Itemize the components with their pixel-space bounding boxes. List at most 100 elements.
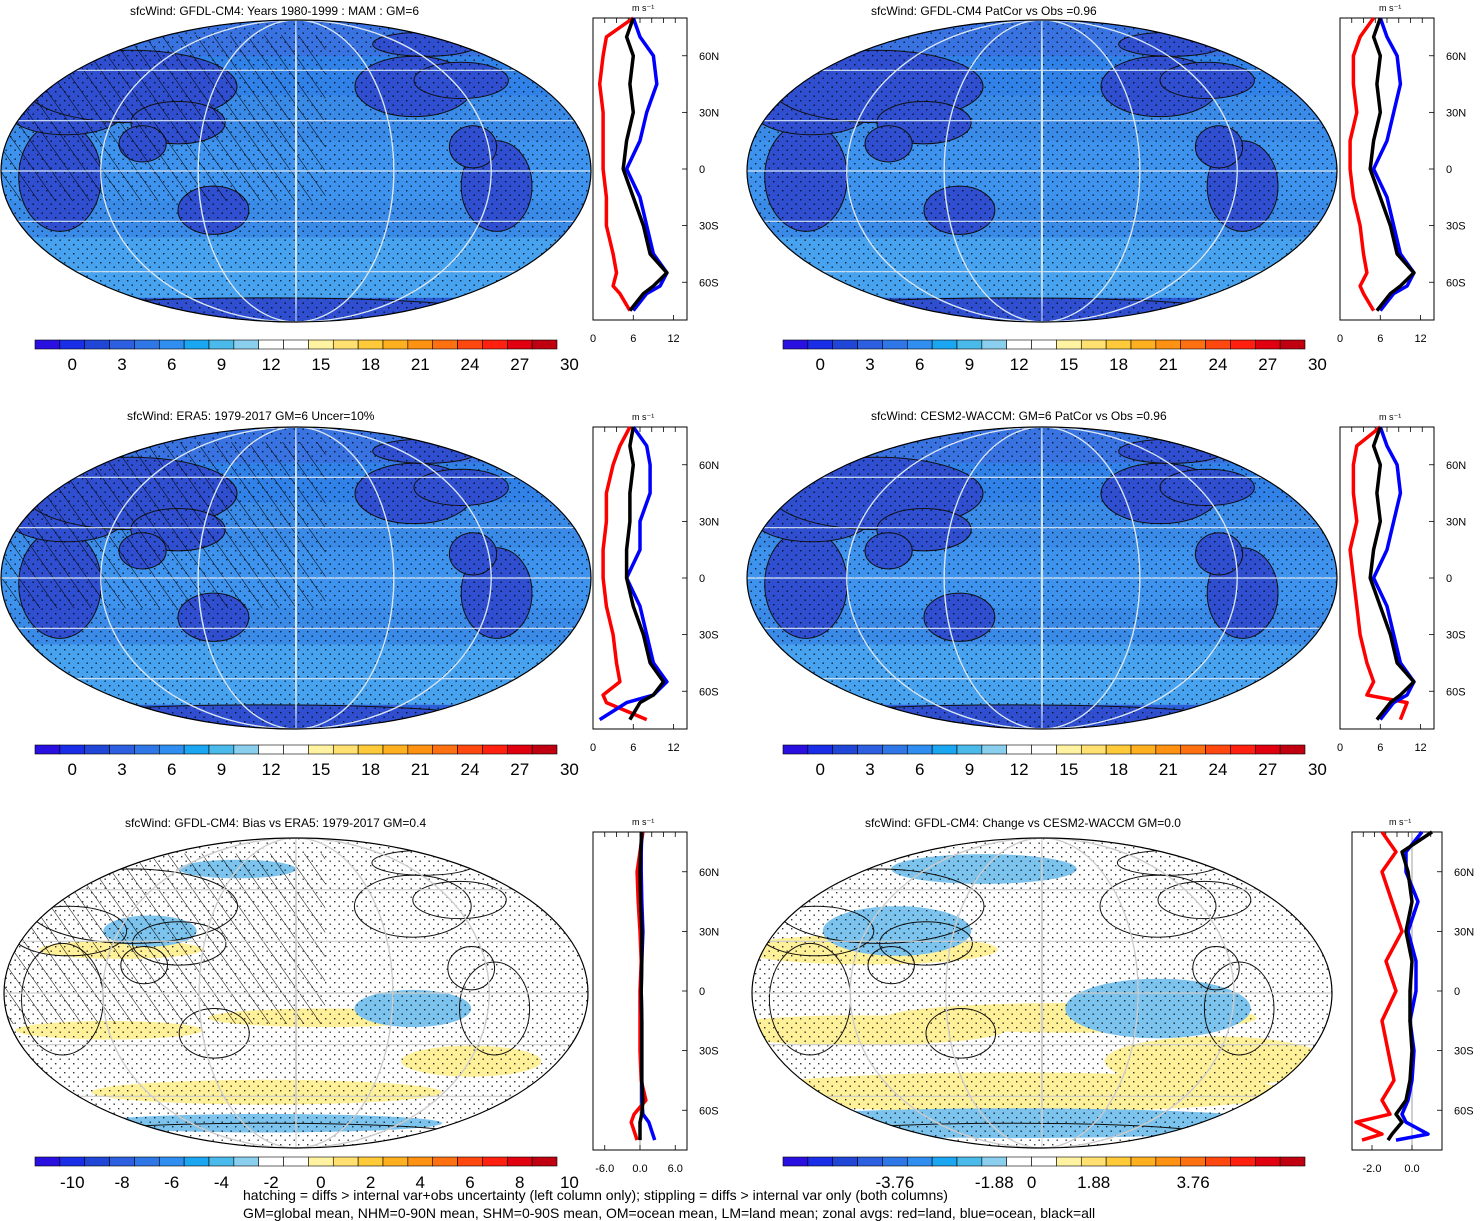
colorbar-swatch [1080,744,1107,755]
colorbar-label: 21 [1159,760,1178,779]
panel-svg: 0 3 6 9 12 15 18 21 24 27 30 0 6 12 60N 30N 0 30S 60S [746,16,1466,374]
colorbar-label: 8 [515,1173,524,1192]
panel-cesm2: 0 3 6 9 12 15 18 21 24 27 30 0 6 12 60N 30N 0 30S 60S sfcWi… [745,405,1483,800]
colorbar-label: 18 [1109,355,1128,374]
colorbar-label: 27 [1258,760,1277,779]
colorbar-swatch [832,1156,858,1167]
colorbar-swatch [332,339,359,350]
colorbar-swatch [506,339,533,350]
colorbar-swatch [382,744,409,755]
zonal-x-label: 0 [1337,333,1343,345]
colorbar-label: 0 [68,355,77,374]
longitude-line [1040,20,1044,322]
longitude-line [197,20,395,322]
colorbar-swatch [158,744,185,755]
colorbar-label: 27 [510,355,529,374]
panel-title: sfcWind: GFDL-CM4: Change vs CESM2-WACCM… [865,816,1181,830]
latitude-label: 30S [699,1046,719,1058]
colorbar-swatch [134,744,160,755]
latitude-label: 60S [1446,686,1466,698]
latitude-label: 30N [699,107,719,119]
panel-svg: -3.76 -1.88 0 1.88 3.76 -2.0 0.0 60N 30N 0 30S 60S [751,830,1474,1192]
colorbar-label: 30 [560,760,579,779]
colorbar-label: 30 [560,355,579,374]
colorbar-swatch [906,744,933,755]
colorbar-swatch [981,1156,1008,1167]
colorbar-label: 24 [461,760,480,779]
colorbar-label: 6 [915,355,924,374]
colorbar-swatch [882,339,908,350]
zonal-series-all [1386,830,1433,1142]
zonal-frame [592,426,688,730]
panel-era5: 0 3 6 9 12 15 18 21 24 27 30 0 6 12 60N 30N 0 30S 60S sfcWi… [0,405,740,800]
colorbar-swatch [1205,744,1231,755]
colorbar-swatch [258,1156,284,1167]
zonal-x-label: 0 [1337,742,1343,754]
colorbar-label: -6 [164,1173,179,1192]
panel-title: sfcWind: CESM2-WACCM: GM=6 PatCor vs Obs… [871,409,1167,423]
latitude-label: 30S [699,221,719,233]
colorbar-label: 15 [311,760,330,779]
colorbar-swatch [134,339,160,350]
colorbar-swatch [158,339,185,350]
colorbar-swatch [906,339,933,350]
colorbar-label: 2 [366,1173,375,1192]
colorbar-swatch [857,339,883,350]
colorbar-swatch [208,744,235,755]
colorbar-swatch [506,1156,533,1167]
colorbar-swatch [283,339,309,350]
colorbar-swatch [1031,1156,1057,1167]
latitude-label: 0 [699,164,705,176]
latitude-label: 60N [1454,867,1474,879]
panel-svg: 0 3 6 9 12 15 18 21 24 27 30 0 6 12 60N 30N 0 30S 60S [0,16,719,374]
colorbar-swatch [233,1156,260,1167]
colorbar-swatch [1105,744,1132,755]
colorbar-swatch [981,744,1008,755]
colorbar-swatch [482,1156,508,1167]
map-border [751,837,1333,1149]
colorbar-swatch [531,1156,558,1167]
zonal-x-label: 12 [667,742,679,754]
colorbar-swatch [807,744,834,755]
colorbar-label: 4 [416,1173,425,1192]
zonal-x-label: 6 [1377,742,1383,754]
colorbar-swatch [34,1156,61,1167]
map-border [746,426,1338,730]
colorbar-label: 21 [1159,355,1178,374]
colorbar-swatch [308,1156,334,1167]
map-border [3,837,589,1149]
latitude-label: 60S [1454,1105,1474,1117]
colorbar-swatch [382,339,409,350]
latitude-label: 60S [699,686,719,698]
colorbar-label: 12 [262,355,281,374]
zonal-units: m s⁻¹ [1379,412,1402,422]
colorbar-label: 3.76 [1177,1173,1210,1192]
colorbar-swatch [357,1156,384,1167]
longitude-line [943,20,1141,322]
zonal-x-label: 6 [630,333,636,345]
colorbar-swatch [782,339,809,350]
latitude-label: 0 [1454,986,1460,998]
colorbar-label: 12 [262,760,281,779]
colorbar-swatch [233,744,260,755]
zonal-x-label: 0 [590,333,596,345]
longitude-line [1040,427,1044,729]
colorbar-label: 12 [1010,355,1029,374]
colorbar-swatch [407,1156,434,1167]
colorbar-swatch [482,339,508,350]
colorbar-swatch [59,1156,86,1167]
colorbar-swatch [233,339,260,350]
colorbar-label: 3 [865,355,874,374]
colorbar-swatch [1155,339,1182,350]
longitude-line [945,838,1139,1148]
colorbar-label: 6 [167,760,176,779]
colorbar-label: -4 [214,1173,229,1192]
longitude-line [1040,838,1044,1148]
colorbar-swatch [332,1156,359,1167]
zonal-frame [592,17,688,321]
zonal-x-label: 12 [667,333,679,345]
panel-svg: -10 -8 -6 -4 -2 0 2 4 6 8 10 -6.0 0.0 6.0 60N 30N 0 30S 60… [3,831,719,1192]
colorbar-label: 12 [1010,760,1029,779]
colorbar-swatch [407,339,434,350]
colorbar-label: -8 [114,1173,129,1192]
